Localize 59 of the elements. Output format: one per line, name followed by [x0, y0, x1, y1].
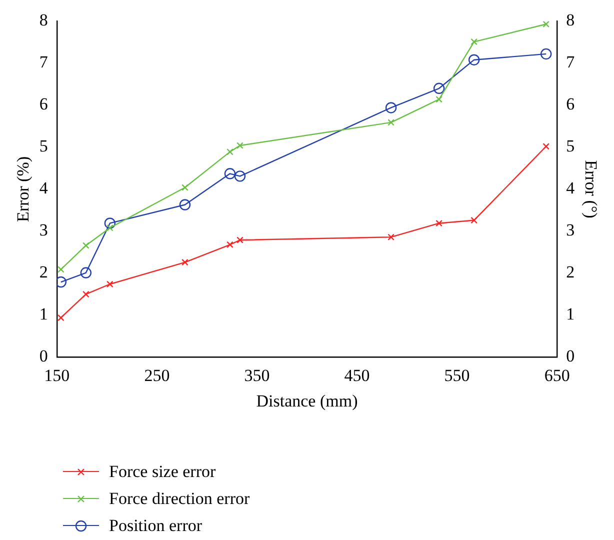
y2-tick-label: 3: [566, 220, 575, 240]
legend-label: Position error: [109, 516, 202, 536]
point: [542, 142, 550, 150]
legend-label: Force direction error: [109, 488, 250, 508]
point: [388, 234, 394, 241]
point: [433, 82, 445, 94]
point: [82, 290, 90, 298]
y-tick-label: 1: [39, 304, 48, 324]
point: [436, 220, 442, 227]
y-tick-label: 3: [39, 220, 48, 240]
y-tick-label: 8: [39, 10, 48, 30]
y2-tick-label: 6: [566, 94, 575, 114]
y2-tick-label: 8: [566, 10, 575, 30]
y2-tick-label: 5: [566, 136, 575, 156]
point: [236, 236, 244, 244]
y2-tick-label: 4: [566, 178, 576, 198]
point: [236, 142, 244, 149]
point: [182, 258, 188, 266]
point: [436, 96, 442, 103]
y-tick-label: 0: [39, 346, 48, 366]
x-tick-label: 350: [244, 366, 270, 385]
x-tick-label: 250: [144, 366, 170, 385]
point: [106, 224, 114, 232]
point: [226, 148, 234, 156]
x-tick-label: 650: [544, 366, 570, 385]
point: [104, 218, 116, 229]
point: [385, 102, 397, 114]
point: [224, 168, 236, 180]
point: [182, 184, 188, 191]
point: [106, 280, 114, 288]
point: [57, 314, 64, 322]
y-tick-label: 6: [39, 94, 48, 114]
y2-axis-title: Error (°): [581, 160, 600, 218]
point: [226, 241, 234, 248]
point: [234, 170, 246, 182]
y-tick-label: 2: [39, 262, 48, 282]
point: [80, 267, 92, 278]
x-axis-title: Distance (mm): [256, 391, 358, 410]
x-tick-label: 450: [344, 366, 370, 385]
y-tick-label: 7: [39, 52, 48, 72]
point: [542, 21, 550, 28]
x-tick-label: 550: [444, 366, 470, 385]
point: [179, 199, 191, 210]
y2-tick-label: 1: [566, 304, 575, 324]
point: [57, 266, 64, 273]
y2-tick-label: 7: [566, 52, 576, 72]
point: [540, 48, 552, 60]
point: [470, 38, 478, 46]
point: [82, 242, 90, 249]
point: [470, 216, 478, 224]
point: [468, 54, 480, 66]
y-tick-label: 4: [39, 178, 48, 198]
y-tick-label: 5: [39, 136, 48, 156]
y2-tick-label: 0: [566, 346, 575, 366]
point: [388, 118, 394, 126]
y-axis-title: Error (%): [14, 156, 33, 222]
x-tick-label: 150: [44, 366, 70, 385]
y2-tick-label: 2: [566, 262, 575, 282]
legend-label: Force size error: [109, 462, 216, 482]
